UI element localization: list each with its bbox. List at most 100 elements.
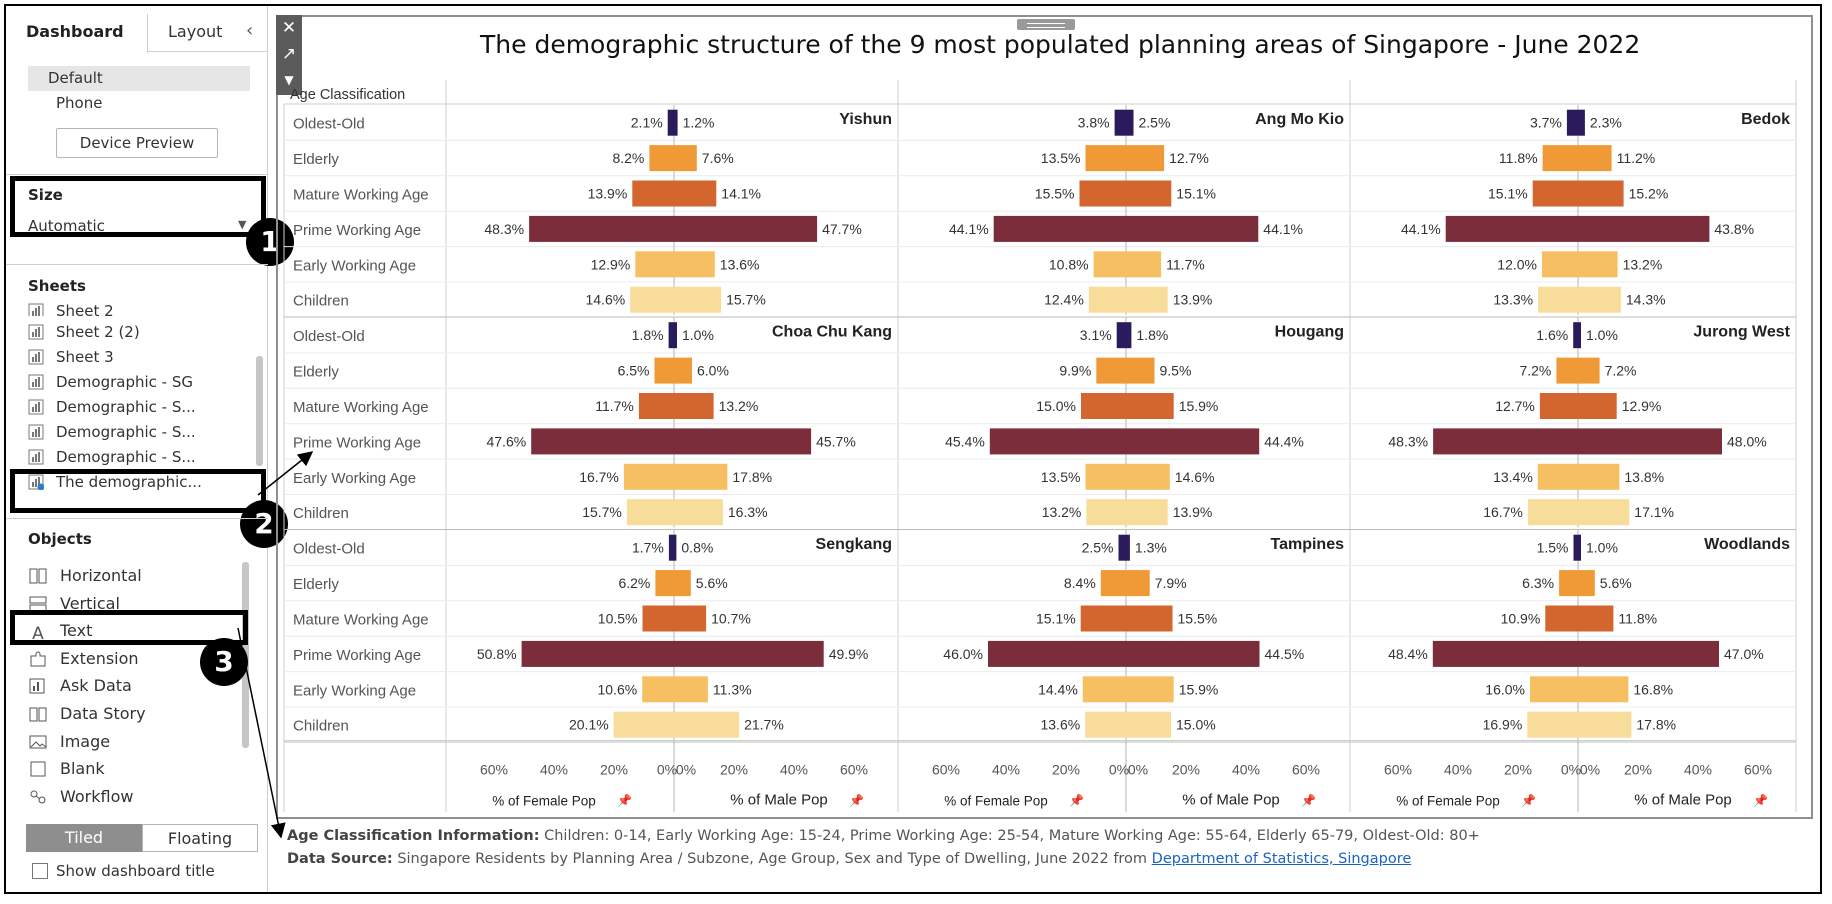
bar-female (1085, 145, 1126, 172)
bar-female (649, 145, 674, 172)
data-label: 5.6% (696, 575, 728, 591)
device-preview-button[interactable]: Device Preview (56, 128, 218, 158)
sheet-item[interactable]: Demographic - S... (28, 398, 196, 422)
sidebar-tabs: Dashboard Layout ‹ (6, 14, 268, 53)
data-label: 2.1% (631, 115, 663, 131)
category-label: Prime Working Age (293, 434, 421, 451)
sheet-item[interactable]: Demographic - SG (28, 373, 193, 397)
area-name: Bedok (1741, 111, 1790, 128)
data-label: 13.2% (719, 398, 759, 414)
bar-female (1100, 570, 1126, 597)
bar-male (1126, 180, 1172, 207)
bar-male (1126, 499, 1168, 526)
sheet-item[interactable]: Demographic - S... (28, 448, 196, 472)
axis-tick-label: 0% (1580, 762, 1600, 778)
size-dropdown[interactable]: Automatic (28, 217, 105, 235)
bar-female (1566, 109, 1578, 136)
axis-tick-label: 0% (1561, 762, 1581, 778)
tab-layout[interactable]: Layout (168, 22, 223, 41)
sheet-item[interactable]: Sheet 2 (2) (28, 323, 140, 347)
object-item-extension[interactable]: Extension (28, 649, 139, 673)
drag-handle-icon[interactable] (1017, 19, 1075, 30)
data-label: 13.2% (1042, 504, 1082, 520)
bar-male (674, 251, 715, 278)
data-label: 15.5% (1035, 186, 1075, 202)
object-item-workflow[interactable]: Workflow (28, 787, 133, 811)
bar-male (1578, 605, 1614, 632)
footer-source-text: Singapore Residents by Planning Area / S… (397, 851, 1148, 867)
data-label: 1.5% (1537, 540, 1569, 556)
bar-female (1080, 605, 1126, 632)
object-item-ask-data[interactable]: Ask Data (28, 676, 132, 700)
data-label: 17.1% (1634, 504, 1674, 520)
more-options-caret-icon[interactable]: ▼ (284, 73, 294, 87)
annotation-arrow (257, 451, 314, 496)
bar-male (1578, 286, 1621, 313)
category-label: Early Working Age (293, 682, 416, 699)
object-item-horizontal[interactable]: Horizontal (28, 566, 142, 590)
object-item-image[interactable]: Image (28, 732, 110, 756)
data-label: 12.9% (1622, 398, 1662, 414)
object-item-label: Blank (60, 759, 105, 779)
bar-male (674, 393, 714, 419)
bar-male (674, 145, 697, 172)
floating-toggle[interactable]: Floating (142, 824, 258, 852)
data-label: 11.3% (713, 681, 752, 697)
open-external-icon[interactable]: ↗ (281, 44, 297, 64)
sheet-item[interactable]: Sheet 2 (28, 302, 114, 316)
divider (6, 174, 268, 175)
checkbox-icon[interactable] (32, 863, 48, 879)
object-item-blank[interactable]: Blank (28, 759, 105, 783)
category-label: Oldest-Old (293, 116, 365, 133)
object-item-data-story[interactable]: Data Story (28, 704, 146, 728)
sheet-item[interactable]: Demographic - S... (28, 423, 196, 447)
bar-female (1542, 145, 1578, 172)
source-link[interactable]: Department of Statistics, Singapore (1151, 851, 1412, 867)
data-label: 16.8% (1633, 681, 1673, 697)
bar-female (1114, 109, 1126, 136)
bar-male (1126, 357, 1155, 384)
bar-male (1126, 676, 1174, 703)
worksheet-icon (28, 349, 44, 365)
sheet-item-label: Sheet 2 (2) (56, 323, 140, 341)
bar-female (655, 570, 674, 597)
bar-male (674, 711, 740, 738)
bar-male (1126, 570, 1150, 597)
footer-age-info: Age Classification Information: Children… (287, 828, 1480, 844)
tab-dashboard[interactable]: Dashboard (6, 14, 148, 53)
category-label: Prime Working Age (293, 647, 421, 664)
size-section-title: Size (28, 186, 63, 204)
sheet-item[interactable]: Sheet 3 (28, 348, 114, 372)
device-phone[interactable]: Phone (56, 94, 103, 112)
collapse-chevron-icon[interactable]: ‹ (246, 20, 254, 41)
close-icon[interactable]: ✕ (281, 18, 297, 38)
data-label: 44.5% (1265, 646, 1305, 662)
axis-tick-label: 60% (1744, 762, 1772, 778)
sheets-scrollbar[interactable] (256, 356, 263, 466)
bar-male (1126, 711, 1171, 738)
category-label: Children (293, 505, 349, 522)
tiled-toggle[interactable]: Tiled (26, 824, 142, 852)
dropdown-caret-icon[interactable]: ▼ (238, 218, 247, 231)
bar-male (674, 286, 722, 313)
bar-male (1578, 534, 1581, 561)
data-label: 1.0% (682, 327, 714, 343)
sheet-item[interactable]: The demographic... (28, 473, 202, 497)
data-label: 16.7% (579, 469, 619, 485)
axis-title-female: % of Female Pop (944, 794, 1048, 809)
dashboard-canvas[interactable] (276, 15, 1813, 819)
show-title-checkbox[interactable]: Show dashboard title (32, 862, 215, 880)
data-label: 15.1% (1176, 186, 1216, 202)
object-item-text[interactable]: A Text (28, 621, 92, 645)
axis-tick-label: 60% (932, 762, 960, 778)
device-default[interactable]: Default (28, 66, 250, 91)
bar-male (674, 570, 691, 597)
bar-male (1126, 463, 1170, 490)
data-label: 13.9% (1173, 504, 1213, 520)
category-label: Oldest-Old (293, 541, 365, 558)
sheet-item-label: Demographic - S... (56, 423, 196, 441)
bar-female (1445, 215, 1578, 242)
data-label: 17.8% (732, 469, 772, 485)
object-item-vertical[interactable]: Vertical (28, 594, 120, 618)
